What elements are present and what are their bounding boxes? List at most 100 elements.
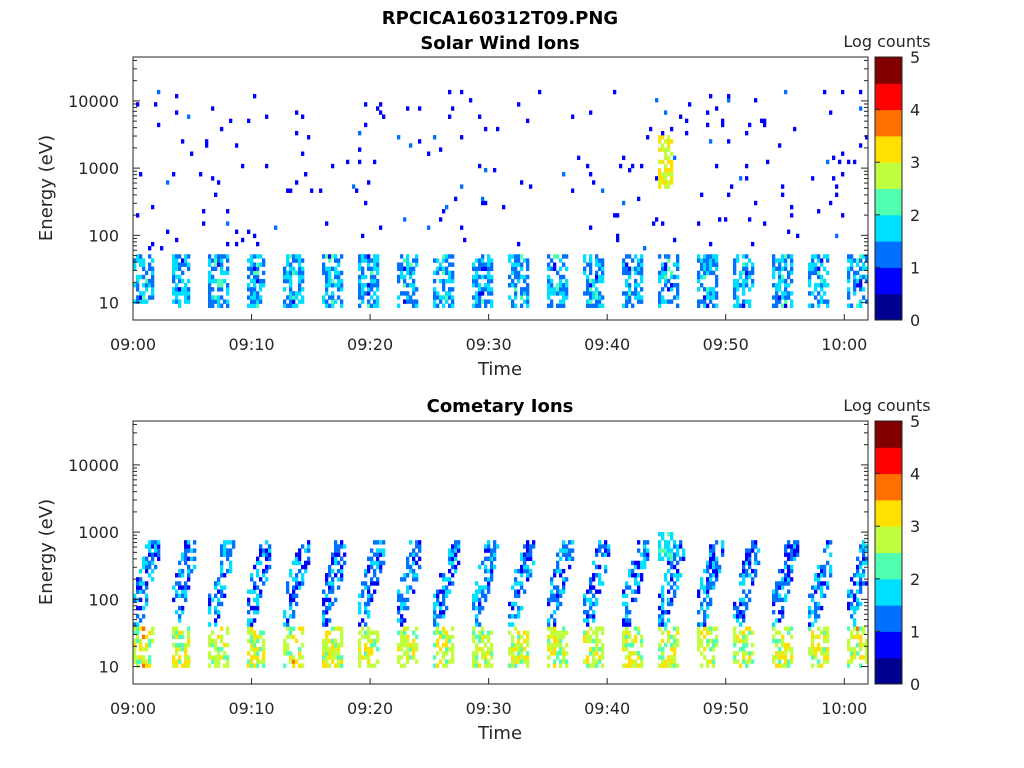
heatmap-cell [448,568,452,574]
heatmap-cell [808,262,812,267]
heatmap-cell [670,655,674,660]
heatmap-cell [157,89,161,95]
heatmap-cell [790,291,794,296]
heatmap-cell [553,618,557,623]
heatmap-cell [763,122,767,128]
heatmap-cell [295,556,299,562]
heatmap-cell [859,560,863,566]
heatmap-cell [745,626,749,631]
heatmap-cell [250,278,254,284]
heatmap-cell [286,626,290,631]
heatmap-cell [262,638,266,644]
heatmap-cell [697,593,701,598]
heatmap-cell [376,647,380,652]
heatmap-cell [523,552,527,557]
heatmap-cell [709,573,713,578]
heatmap-cell [487,651,491,656]
heatmap-cell [712,659,716,664]
heatmap-cell [292,585,296,590]
heatmap-cell [217,287,221,292]
heatmap-cell [742,655,746,660]
heatmap-cell [475,605,479,611]
heatmap-cell [811,647,815,652]
heatmap-cell [448,548,452,553]
heatmap-cell [325,573,329,578]
heatmap-cell [583,291,587,296]
heatmap-cell [676,258,680,263]
heatmap-cell [418,540,422,545]
heatmap-cell [571,188,575,193]
heatmap-cell [631,659,635,664]
heatmap-cell [340,254,344,259]
heatmap-cell [376,106,380,111]
heatmap-cell [472,295,476,300]
heatmap-cell [646,135,650,140]
heatmap-cell [325,299,329,304]
heatmap-cell [451,278,455,284]
heatmap-cell [553,254,557,259]
heatmap-cell [559,299,563,304]
heatmap-cell [703,647,707,652]
heatmap-cell [226,655,230,660]
heatmap-cell [784,573,788,578]
heatmap-cell [790,659,794,664]
heatmap-cell [658,270,662,276]
heatmap-cell [742,589,746,594]
heatmap-cell [208,287,212,292]
heatmap-cell [184,589,188,594]
heatmap-cell [436,642,440,648]
heatmap-cell [853,291,857,296]
heatmap-cell [745,176,749,181]
heatmap-cell [148,246,152,251]
heatmap-cell [364,573,368,578]
heatmap-cell [841,213,845,218]
heatmap-cell [214,622,218,627]
heatmap-cell [325,287,329,292]
heatmap-cell [442,283,446,288]
heatmap-cell [748,122,752,128]
heatmap-cell [406,295,410,300]
heatmap-cell [418,564,422,570]
heatmap-cell [847,258,851,263]
heatmap-cell [772,303,776,308]
heatmap-cell [601,188,605,193]
heatmap-cell [736,618,740,623]
heatmap-cell [442,597,446,603]
heatmap-cell [376,283,380,288]
heatmap-cell [511,663,515,668]
heatmap-cell [700,622,704,627]
heatmap-cell [415,626,419,631]
heatmap-cell [217,601,221,607]
colorbar-swatch [875,657,902,685]
heatmap-cell [286,651,290,656]
heatmap-cell [817,605,821,611]
heatmap-cell [586,638,590,644]
heatmap-cell [559,630,563,635]
heatmap-cell [301,299,305,304]
heatmap-cell [298,581,302,586]
heatmap-cell [670,536,674,541]
heatmap-cell [139,585,143,590]
heatmap-cell [778,647,782,652]
heatmap-cell [328,303,332,308]
heatmap-cell [412,577,416,582]
heatmap-cell [223,585,227,590]
heatmap-cell [526,564,530,570]
heatmap-cell [751,630,755,635]
y-tick-label: 100 [88,226,119,245]
heatmap-cell [298,647,302,652]
heatmap-cell [472,278,476,284]
heatmap-cell [436,638,440,644]
heatmap-cell [562,540,566,545]
heatmap-cell [223,540,227,545]
heatmap-cell [436,291,440,296]
colorbar-tick-label: 5 [910,412,920,431]
heatmap-cell [661,610,665,615]
heatmap-cell [598,589,602,594]
heatmap-cell [604,568,608,574]
heatmap-cell [853,593,857,598]
heatmap-cell [742,254,746,259]
heatmap-cell [460,135,464,140]
heatmap-cell [151,204,155,210]
heatmap-cell [862,295,866,300]
